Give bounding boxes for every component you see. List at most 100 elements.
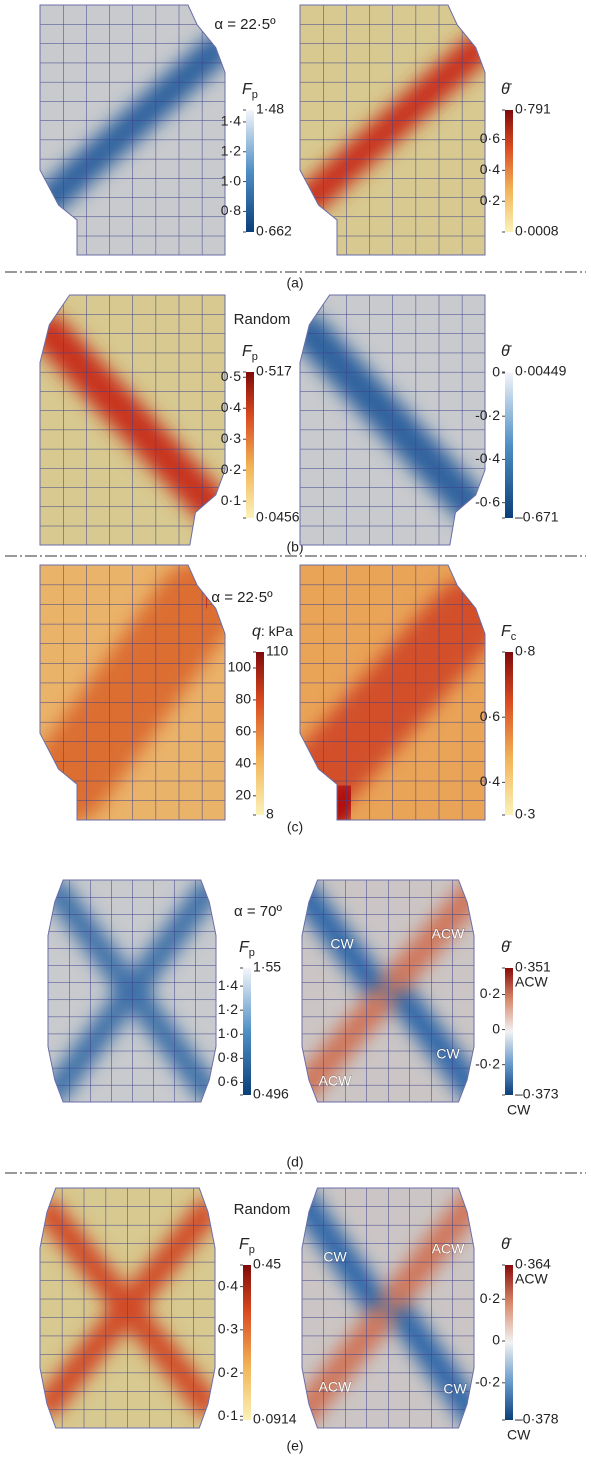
annotation: CW — [443, 1381, 467, 1397]
panel-title: Random — [234, 1201, 291, 1218]
colorbar-max: 0·00449 — [515, 363, 567, 379]
mesh — [40, 5, 225, 255]
colorbar-label: Fp — [242, 81, 258, 101]
contour-plot — [300, 5, 485, 255]
colorbar-max: 1·48 — [256, 101, 284, 117]
colorbar-symbol: q — [252, 623, 261, 640]
colorbar-tick-label: -0·6 — [475, 493, 500, 509]
colorbar-tick-label: 80 — [235, 691, 251, 707]
contour-plot — [300, 295, 485, 545]
colorbar-max: 0·8 — [515, 643, 535, 659]
colorbar-min: –0·671 — [515, 509, 559, 525]
colorbar-label: θ̄ — [501, 81, 513, 98]
colorbar — [256, 652, 264, 815]
panel-label: (a) — [286, 275, 303, 291]
mesh — [302, 880, 474, 1102]
colorbar-min: 0·0914 — [253, 1411, 297, 1427]
panel-title: α = 70º — [234, 903, 282, 920]
colorbar-tick-label: 0·6 — [480, 708, 500, 724]
colorbar-tick-label: 0·2 — [480, 985, 500, 1001]
colorbar — [505, 1265, 513, 1420]
colorbar-max: 1·55 — [253, 959, 281, 975]
mesh — [48, 880, 216, 1102]
colorbar-subscript: p — [252, 89, 258, 101]
colorbar-symbol: θ̄ — [501, 81, 513, 98]
colorbar-tick-label: 0·4 — [218, 1277, 238, 1293]
annotation: ACW — [432, 926, 465, 942]
panel-label: (e) — [286, 1438, 303, 1454]
colorbar-tick-label: 0·2 — [221, 461, 241, 477]
annotation: CW — [436, 1046, 460, 1062]
contour-plot — [40, 5, 225, 255]
colorbar-note: CW — [507, 1427, 531, 1443]
colorbar-tick-label: 100 — [228, 659, 252, 675]
mesh — [300, 295, 485, 545]
colorbar-min: 8 — [266, 806, 274, 822]
contour-plot — [48, 880, 216, 1102]
colorbar-tick-label: 0·1 — [218, 1407, 238, 1423]
contour-plot — [300, 565, 485, 820]
colorbar-label: Fp — [242, 343, 258, 363]
colorbar-tick-label: 0·8 — [218, 1049, 238, 1065]
colorbar-min: 0·0008 — [515, 223, 559, 239]
mesh — [300, 5, 485, 255]
colorbar-tick-label: 0 — [492, 1332, 500, 1348]
colorbar-tick-label: 0·8 — [221, 202, 241, 218]
colorbar-tick-label: 1·0 — [218, 1025, 238, 1041]
annotation: ACW — [432, 1241, 465, 1257]
colorbar — [505, 110, 513, 232]
contour-plot — [40, 295, 225, 545]
contour-plot — [40, 565, 225, 820]
colorbar — [246, 372, 254, 518]
colorbar-subscript: c — [511, 631, 517, 643]
colorbar-symbol: θ̄ — [501, 343, 513, 360]
colorbar-tick-label: 0·1 — [221, 492, 241, 508]
colorbar-min: 0·3 — [515, 806, 535, 822]
colorbar-label: Fp — [239, 1236, 255, 1256]
colorbar-tick-label: 20 — [235, 787, 251, 803]
colorbar-label: q: kPa — [252, 623, 293, 641]
colorbar-subscript: p — [249, 947, 255, 959]
colorbar-min: 0·496 — [253, 1086, 289, 1102]
colorbar — [246, 110, 254, 232]
colorbar-tick-label: 60 — [235, 723, 251, 739]
colorbar-min: 0·0456 — [256, 509, 300, 525]
colorbar-tick-label: 0·2 — [480, 192, 500, 208]
colorbar-min: –0·373 — [515, 1086, 559, 1102]
colorbar-max: 0·791 — [515, 101, 551, 117]
annotation: CW — [330, 936, 354, 952]
colorbar-label: θ̄ — [501, 343, 513, 360]
colorbar-note: CW — [507, 1102, 531, 1118]
colorbar-tick-label: -0·2 — [475, 407, 500, 423]
colorbar-tick-label: 0·3 — [221, 430, 241, 446]
annotation: ACW — [319, 1379, 352, 1395]
colorbar-tick-label: 0·6 — [218, 1073, 238, 1089]
colorbar-unit: : kPa — [261, 623, 293, 639]
annotation: CW — [323, 1249, 347, 1265]
colorbar-tick-label: 0·2 — [480, 1290, 500, 1306]
panel-title: Random — [234, 311, 291, 328]
panel-title: α = 22·5º — [214, 16, 276, 33]
colorbar-max: 0·45 — [253, 1256, 281, 1272]
colorbar-tick-label: 40 — [235, 755, 251, 771]
colorbar — [505, 372, 513, 518]
colorbar — [243, 1265, 251, 1420]
mesh — [40, 565, 225, 820]
colorbar-min: –0·378 — [515, 1411, 559, 1427]
colorbar-tick-label: -0·4 — [475, 450, 500, 466]
colorbar — [243, 968, 251, 1095]
colorbar-tick-label: 0·3 — [218, 1321, 238, 1337]
colorbar-tick-label: 0·4 — [480, 161, 500, 177]
colorbar-max: 110 — [266, 643, 289, 659]
colorbar-tick-label: 0 — [492, 364, 500, 380]
contour-plot — [302, 880, 474, 1102]
colorbar-symbol: θ̄ — [501, 939, 513, 956]
colorbar-max: 0·517 — [256, 363, 292, 379]
colorbar-tick-label: 1·4 — [218, 977, 238, 993]
colorbar-tick-label: 0·5 — [221, 368, 241, 384]
panel-label: (c) — [287, 819, 303, 835]
mesh — [40, 1188, 215, 1428]
colorbar-max: 0·364 — [515, 1256, 551, 1272]
colorbar — [505, 652, 513, 815]
